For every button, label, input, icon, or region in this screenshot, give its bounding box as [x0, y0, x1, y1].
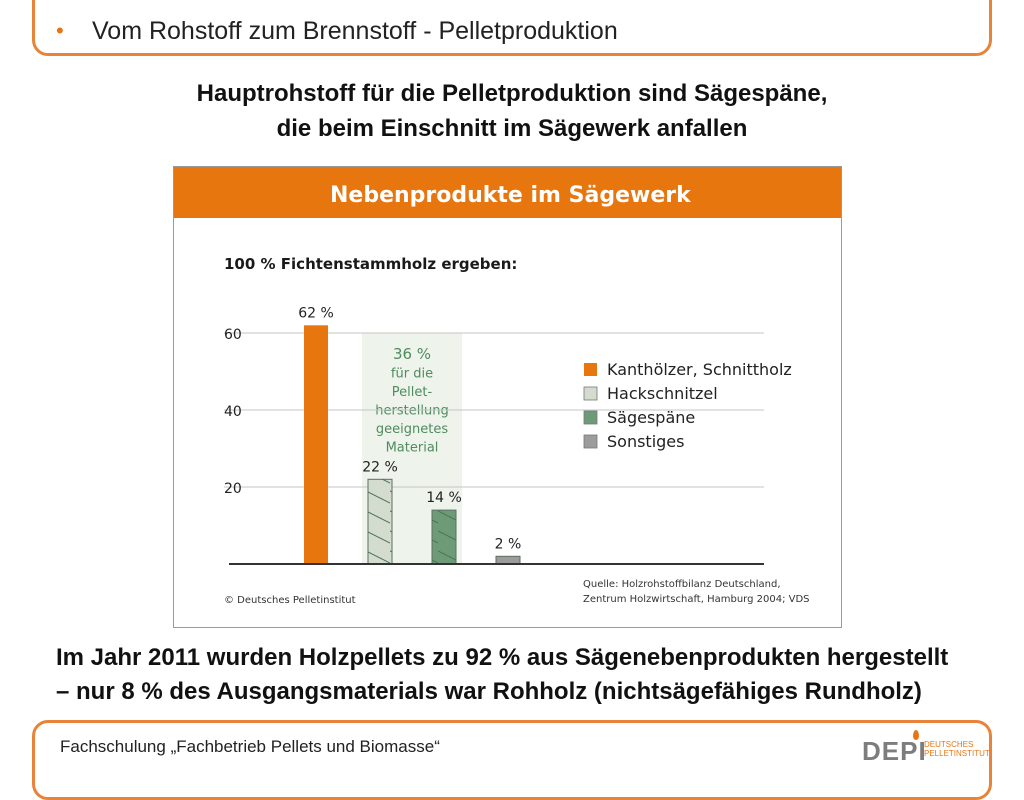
bar-1	[304, 325, 328, 564]
annotation-line-5: geeignetes	[376, 422, 448, 437]
flame-icon	[913, 730, 919, 740]
logo-subtitle: DEUTSCHES PELLETINSTITUT	[924, 740, 990, 758]
logo-subtitle-line-1: DEUTSCHES	[924, 740, 974, 749]
source-note-line-1: Quelle: Holzrohstoffbilanz Deutschland,	[583, 579, 781, 590]
legend-swatch-3	[583, 410, 598, 425]
bar-value-label-3: 14 %	[426, 490, 462, 506]
summary-line-2: – nur 8 % des Ausgangsmaterials war Rohh…	[56, 678, 922, 705]
annotation-line-4: herstellung	[375, 404, 448, 419]
bar-2-hatch	[368, 479, 392, 564]
legend: Kanthölzer, Schnittholz Hackschnitzel Säge…	[583, 360, 792, 451]
bars	[304, 325, 521, 565]
legend-swatch-2	[583, 386, 598, 401]
bar-value-label-4: 2 %	[495, 536, 522, 552]
source-note-line-2: Zentrum Holzwirtschaft, Hamburg 2004; VD…	[583, 594, 810, 605]
legend-label-3: Sägespäne	[607, 408, 695, 427]
header: • Vom Rohstoff zum Brennstoff - Pelletpr…	[56, 14, 618, 48]
summary-text: Im Jahr 2011 wurden Holzpellets zu 92 % …	[56, 641, 948, 709]
slide-title: Vom Rohstoff zum Brennstoff - Pelletprod…	[92, 16, 618, 45]
legend-label-2: Hackschnitzel	[607, 384, 718, 403]
legend-swatch-1	[584, 363, 597, 376]
bar-4	[495, 555, 521, 565]
chart-title: Nebenprodukte im Sägewerk	[330, 183, 692, 208]
y-tick-label-40: 40	[224, 404, 242, 420]
depi-logo: DEPI DEUTSCHES PELLETINSTITUT	[862, 730, 990, 766]
headline-line-1: Hauptrohstoff für die Pelletproduktion s…	[196, 80, 828, 107]
y-tick-label-60: 60	[224, 327, 242, 343]
bar-value-labels: 62 % 22 % 14 % 2 %	[298, 305, 521, 552]
footer-frame	[32, 720, 992, 800]
annotation-line-1: 36 %	[393, 345, 431, 363]
annotation-line-3: Pellet-	[392, 385, 433, 400]
summary-line-1: Im Jahr 2011 wurden Holzpellets zu 92 % …	[56, 644, 949, 671]
header-frame	[32, 0, 992, 56]
logo-wordmark: DEPI	[862, 736, 927, 766]
chart-panel: Nebenprodukte im Sägewerk 100 % Fichtens…	[173, 166, 842, 628]
annotation-36-percent: 36 % für die Pellet-herstellung geeignetes M…	[375, 345, 448, 456]
legend-label-1: Kanthölzer, Schnittholz	[607, 360, 792, 379]
copyright-note: © Deutsches Pelletinstitut	[224, 595, 356, 606]
logo-subtitle-line-2: PELLETINSTITUT	[924, 749, 990, 758]
footer-text: Fachschulung „Fachbetrieb Pellets und Bi…	[60, 737, 440, 756]
legend-swatch-4	[583, 434, 598, 449]
bar-value-label-1: 62 %	[298, 305, 334, 321]
annotation-line-2: für die	[391, 367, 433, 382]
chart-header-bar	[174, 167, 841, 218]
bar-value-label-2: 22 %	[362, 459, 398, 475]
headline-line-2: die beim Einschnitt im Sägewerk anfallen	[276, 115, 748, 142]
bar-chart: Nebenprodukte im Sägewerk 100 % Fichtens…	[174, 167, 841, 606]
legend-label-4: Sonstiges	[607, 432, 684, 451]
bar-3-hatch	[432, 510, 456, 564]
annotation-line-6: Material	[386, 441, 439, 456]
chart-subtitle: 100 % Fichtenstammholz ergeben:	[224, 255, 517, 273]
bullet-icon: •	[56, 18, 64, 43]
y-tick-label-20: 20	[224, 481, 242, 497]
y-axis-ticks: 20 40 60	[224, 327, 242, 497]
